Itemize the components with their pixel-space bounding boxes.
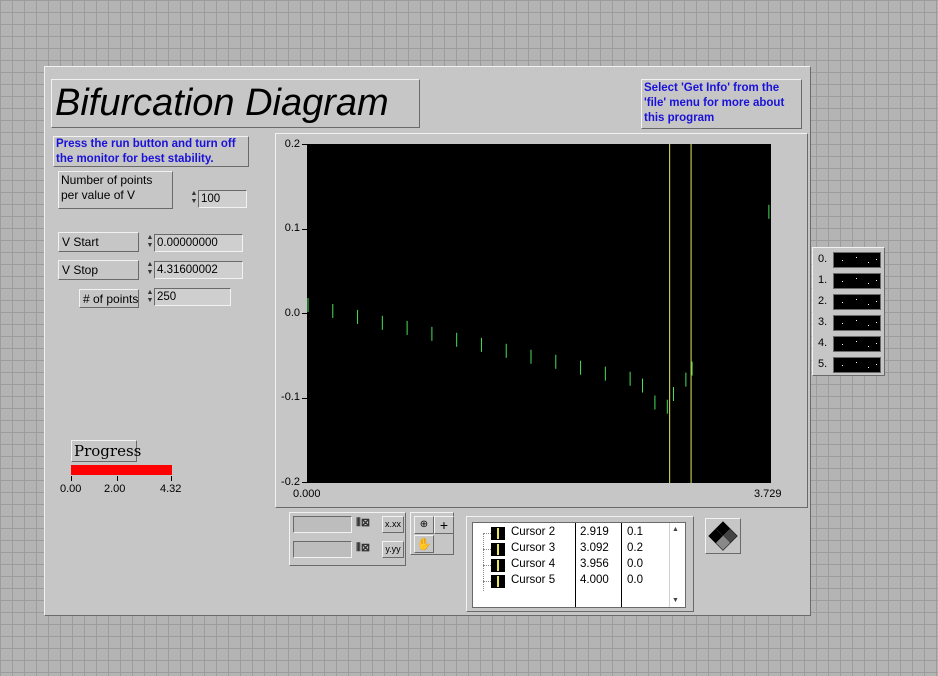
cursor-row[interactable]: Cursor 2 2.919 0.1 [473, 525, 669, 541]
v-start-stepper[interactable]: ▲ ▼ [146, 234, 154, 249]
plot-legend-swatch [833, 357, 881, 373]
progress-label: Progress [74, 442, 142, 460]
run-note-box: Press the run button and turn off the mo… [53, 136, 249, 167]
points-per-v-label-box: Number of points per value of V [58, 171, 173, 209]
plot-legend-swatch [833, 336, 881, 352]
y-tick-label: 0.1 [284, 222, 300, 234]
plot-area[interactable] [307, 144, 771, 483]
progress-tick-max: 4.32 [160, 483, 182, 495]
plot-legend-swatch [833, 252, 881, 268]
cursor-x-value: 3.956 [580, 558, 609, 570]
plot-legend-label: 5. [818, 358, 828, 370]
plot-legend-swatch [833, 294, 881, 310]
scroll-up-icon[interactable]: ▲ [672, 526, 679, 533]
num-points-stepper[interactable]: ▲ ▼ [146, 289, 154, 304]
plot-legend-swatch [833, 273, 881, 289]
diamond-arrows-icon [708, 521, 738, 551]
plot-legend-item[interactable]: 0. [815, 251, 883, 269]
plot-legend-label: 4. [818, 337, 828, 349]
cursor-swatch-icon [491, 575, 505, 588]
v-start-input[interactable]: 0.00000000 [154, 234, 243, 252]
y-tick-label: -0.2 [281, 476, 300, 488]
cursor-swatch-icon [491, 527, 505, 540]
plot-legend: 0. 1. 2. 3. 4. 5. [812, 247, 885, 376]
num-points-input[interactable]: 250 [154, 288, 231, 306]
progress-scale [71, 476, 172, 481]
x-tick-label: 0.000 [293, 488, 321, 500]
scroll-down-icon[interactable]: ▼ [672, 597, 679, 604]
cursor-row[interactable]: Cursor 3 3.092 0.2 [473, 541, 669, 557]
plot-legend-label: 0. [818, 253, 828, 265]
cursor-swatch-icon [491, 543, 505, 556]
x-scale-name-field[interactable] [293, 516, 352, 533]
y-tick-label: 0.2 [284, 138, 300, 150]
num-points-label: # of points [79, 289, 139, 308]
progress-bar-fill [71, 465, 172, 475]
cursor-x-value: 2.919 [580, 526, 609, 538]
plot-legend-label: 3. [818, 316, 828, 328]
y-tick-label: 0.0 [284, 307, 300, 319]
cursor-name: Cursor 3 [511, 542, 556, 554]
cursor-name: Cursor 5 [511, 574, 556, 586]
v-stop-label: V Stop [58, 260, 139, 280]
y-format-label: y.yy [385, 544, 401, 554]
x-tick-label: 3.729 [754, 488, 782, 500]
cursor-row[interactable]: Cursor 4 3.956 0.0 [473, 557, 669, 573]
plot-legend-item[interactable]: 4. [815, 335, 883, 353]
progress-tick-mid: 2.00 [104, 483, 126, 495]
title-label: Bifurcation Diagram [51, 79, 420, 128]
y-tick-label: -0.1 [281, 391, 300, 403]
cursor-move-control[interactable] [705, 518, 741, 554]
crosshair-cursor-icon[interactable]: + [434, 516, 454, 534]
progress-label-box: Progress [71, 440, 141, 462]
bifurcation-plot [307, 144, 770, 483]
plot-legend-swatch [833, 315, 881, 331]
cursor-swatch-icon [491, 559, 505, 572]
y-format-button[interactable]: y.yy [382, 541, 404, 558]
cursor-row[interactable]: Cursor 5 4.000 0.0 [473, 573, 669, 589]
v-stop-input[interactable]: 4.31600002 [154, 261, 243, 279]
x-format-label: x.xx [384, 519, 401, 529]
y-scale-name-field[interactable] [293, 541, 352, 558]
y-scale-lock-icon[interactable]: ⦀⊠ [356, 542, 371, 554]
run-note: Press the run button and turn off the mo… [56, 138, 236, 165]
page-title: Bifurcation Diagram [55, 82, 389, 124]
plot-legend-item[interactable]: 2. [815, 293, 883, 311]
points-per-v-stepper[interactable]: ▲ ▼ [190, 190, 198, 205]
plot-legend-label: 1. [818, 274, 828, 286]
plot-legend-item[interactable]: 1. [815, 272, 883, 290]
x-scale-lock-icon[interactable]: ⦀⊠ [356, 517, 371, 529]
info-note-box: Select 'Get Info' from the 'file' menu f… [641, 79, 802, 129]
cursor-x-value: 3.092 [580, 542, 609, 554]
x-format-button[interactable]: x.xx [382, 516, 404, 533]
progress-tick-min: 0.00 [60, 483, 82, 495]
zoom-tool-icon[interactable]: ⊕ [414, 516, 434, 534]
cursor-y-value: 0.2 [627, 542, 643, 554]
pan-hand-icon[interactable]: ✋ [414, 535, 434, 553]
points-per-v-input[interactable]: 100 [198, 190, 247, 208]
cursor-legend: ▲ ▼ Cursor 2 2.919 0.1 Cursor 3 3.092 0.2 Curs… [472, 522, 686, 608]
cursor-y-value: 0.0 [627, 558, 643, 570]
points-per-v-label: Number of points per value of V [61, 173, 153, 202]
cursor-name: Cursor 2 [511, 526, 556, 538]
cursor-x-value: 4.000 [580, 574, 609, 586]
info-note: Select 'Get Info' from the 'file' menu f… [644, 82, 785, 124]
progress-bar-track [71, 465, 172, 475]
plot-legend-label: 2. [818, 295, 828, 307]
cursor-name: Cursor 4 [511, 558, 556, 570]
plot-legend-item[interactable]: 5. [815, 356, 883, 374]
v-stop-stepper[interactable]: ▲ ▼ [146, 261, 154, 276]
plot-legend-item[interactable]: 3. [815, 314, 883, 332]
v-start-label: V Start [58, 232, 139, 252]
cursor-y-value: 0.1 [627, 526, 643, 538]
cursor-y-value: 0.0 [627, 574, 643, 586]
